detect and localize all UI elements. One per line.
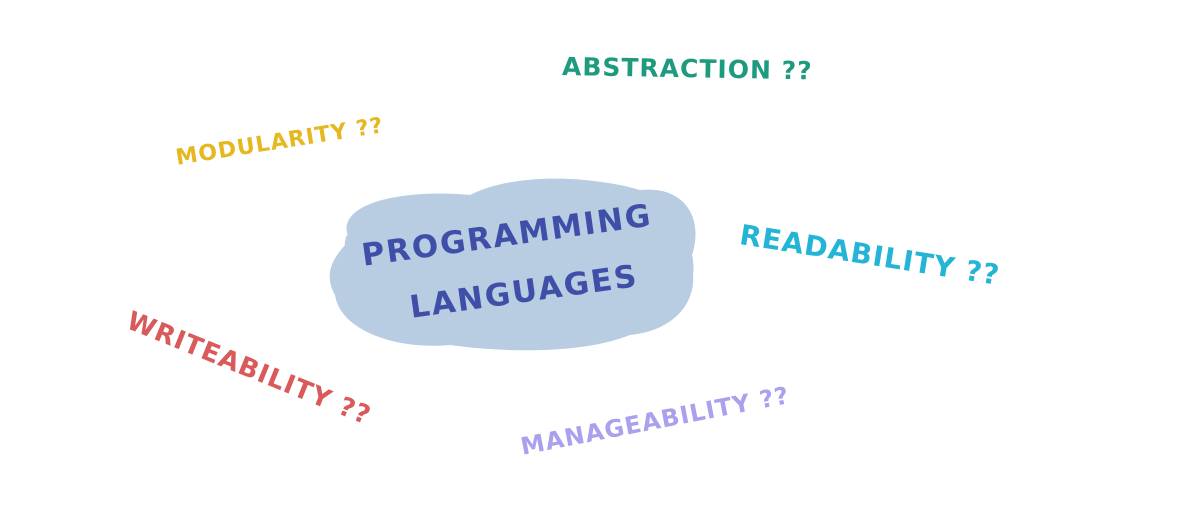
concept-abstraction: ABSTRACTION ?? xyxy=(561,52,813,86)
